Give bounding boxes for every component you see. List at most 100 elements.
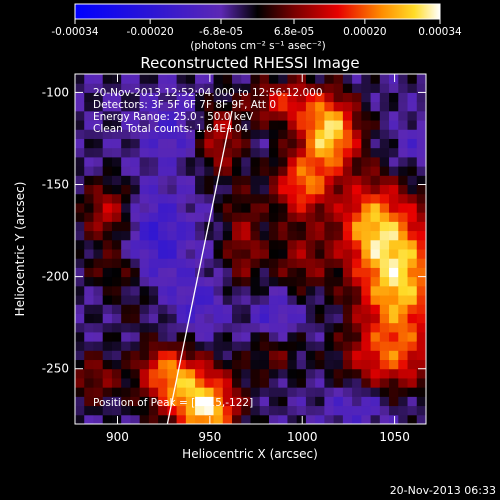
heatmap-cell	[389, 276, 399, 287]
heatmap-cell	[250, 405, 261, 416]
colorbar-tick-label: 0.00020	[343, 26, 386, 38]
heatmap-cell	[324, 331, 335, 342]
heatmap-cell	[315, 313, 325, 324]
heatmap-cell	[389, 387, 399, 397]
heatmap-cell	[324, 92, 335, 103]
heatmap-cell	[167, 147, 178, 158]
heatmap-cell	[121, 83, 131, 93]
heatmap-cell	[287, 258, 298, 268]
heatmap-cell	[342, 267, 353, 278]
heatmap-cell	[121, 377, 131, 388]
heatmap-cell	[185, 175, 196, 186]
heatmap-cell	[370, 239, 381, 250]
heatmap-cell	[407, 221, 418, 232]
heatmap-cell	[398, 396, 409, 407]
heatmap-cell	[389, 166, 399, 176]
heatmap-cell	[278, 313, 288, 324]
heatmap-cell	[296, 331, 307, 342]
heatmap-cell	[148, 166, 159, 176]
heatmap-cell	[130, 138, 141, 149]
heatmap-cell	[102, 230, 113, 241]
heatmap-cell	[75, 156, 85, 167]
heatmap-cell	[416, 295, 426, 305]
heatmap-cell	[379, 258, 390, 268]
heatmap-cell	[296, 304, 307, 314]
x-tick-label: 1000	[287, 430, 318, 444]
heatmap-cell	[167, 331, 178, 342]
heatmap-cell	[379, 331, 390, 342]
heatmap-cell	[93, 405, 104, 416]
heatmap-cell	[342, 221, 353, 232]
heatmap-cell	[287, 322, 298, 333]
heatmap-cell	[315, 92, 325, 103]
heatmap-cell	[379, 295, 390, 305]
heatmap-cell	[389, 138, 399, 149]
heatmap-cell	[148, 368, 159, 379]
heatmap-cell	[222, 396, 233, 407]
heatmap-cell	[370, 331, 381, 342]
heatmap-cell	[148, 184, 159, 195]
heatmap-cell	[213, 184, 224, 195]
heatmap-cell	[148, 212, 159, 222]
heatmap-cell	[287, 184, 298, 195]
heatmap-cell	[250, 120, 261, 130]
heatmap-cell	[250, 230, 261, 241]
heatmap-cell	[324, 147, 335, 158]
heatmap-cell	[379, 175, 390, 186]
heatmap-cell	[305, 175, 316, 186]
heatmap-cell	[84, 230, 94, 241]
heatmap-cell	[305, 101, 316, 112]
heatmap-cell	[361, 304, 372, 314]
heatmap-cell	[342, 138, 353, 149]
heatmap-cell	[213, 377, 224, 388]
heatmap-cell	[389, 313, 399, 324]
heatmap-cell	[185, 285, 196, 296]
heatmap-cell	[102, 101, 113, 112]
heatmap-cell	[213, 341, 224, 351]
heatmap-cell	[84, 193, 94, 204]
heatmap-cell	[185, 120, 196, 130]
heatmap-cell	[176, 138, 187, 149]
heatmap-cell	[333, 331, 344, 342]
heatmap-cell	[416, 239, 426, 250]
heatmap-cell	[352, 359, 362, 370]
heatmap-cell	[278, 120, 288, 130]
heatmap-cell	[315, 129, 325, 139]
heatmap-cell	[305, 230, 316, 241]
heatmap-cell	[204, 304, 215, 314]
heatmap-cell	[195, 350, 205, 361]
heatmap-cell	[278, 83, 288, 93]
heatmap-cell	[398, 120, 409, 130]
heatmap-cell	[296, 341, 307, 351]
heatmap-cell	[204, 239, 215, 250]
heatmap-cell	[241, 350, 251, 361]
heatmap-cell	[278, 285, 288, 296]
heatmap-cell	[93, 110, 104, 121]
heatmap-cell	[75, 129, 85, 139]
heatmap-cell	[268, 350, 279, 361]
heatmap-cell	[93, 396, 104, 407]
heatmap-cell	[213, 414, 224, 424]
heatmap-cell	[213, 101, 224, 112]
heatmap-cell	[241, 147, 251, 158]
colorbar-ticks: -0.00034 -0.00020 -6.8e-05 6.8e-05 0.00020 0.…	[51, 19, 462, 38]
heatmap-cell	[185, 249, 196, 259]
heatmap-cell	[296, 387, 307, 397]
heatmap-cell	[102, 414, 113, 424]
heatmap-cell	[185, 295, 196, 305]
heatmap-cell	[241, 387, 251, 397]
heatmap-cell	[370, 267, 381, 278]
heatmap-cell	[259, 83, 270, 93]
heatmap-cell	[379, 193, 390, 204]
heatmap-cell	[324, 405, 335, 416]
heatmap-cell	[352, 230, 362, 241]
heatmap-cell	[130, 405, 141, 416]
heatmap-cell	[305, 331, 316, 342]
heatmap-cell	[278, 258, 288, 268]
heatmap-cell	[75, 368, 85, 379]
heatmap-cell	[121, 156, 131, 167]
heatmap-cell	[287, 156, 298, 167]
heatmap-cell	[352, 377, 362, 388]
heatmap-cell	[287, 276, 298, 287]
heatmap-cell	[287, 74, 298, 84]
